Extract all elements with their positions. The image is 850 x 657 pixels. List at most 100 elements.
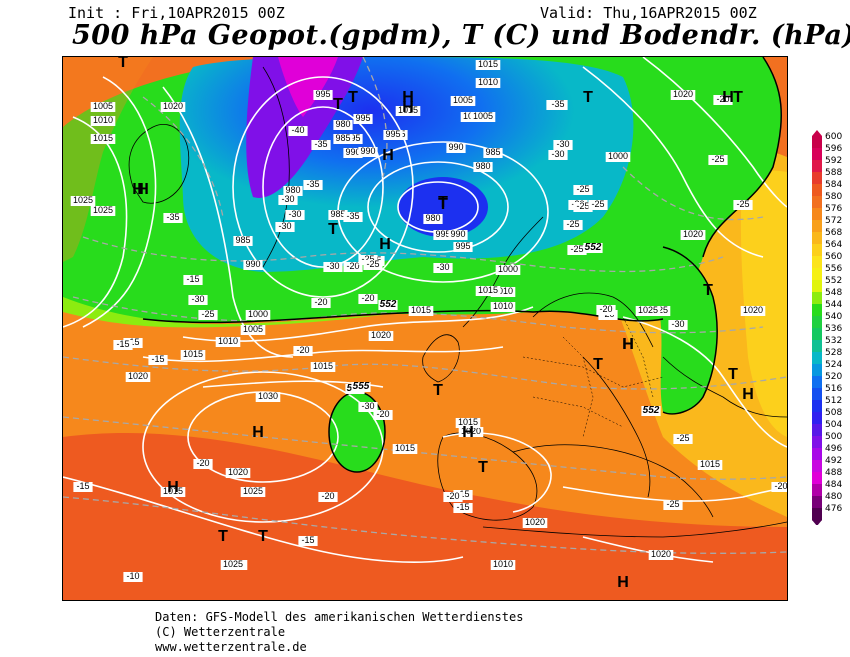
low-pressure-marker-text: T	[258, 528, 268, 545]
pressure-label: 1015	[475, 285, 501, 296]
colorbar-level-label: 584	[825, 180, 842, 190]
pressure-label-text: 1005	[473, 111, 493, 121]
colorbar-level-label: 520	[825, 372, 842, 382]
colorbar-level-label: 596	[825, 144, 842, 154]
pressure-label: 1020	[680, 229, 706, 240]
pressure-label-bg	[180, 350, 206, 360]
temperature-label: -15	[183, 274, 203, 285]
pressure-label-bg	[490, 560, 516, 570]
temperature-label-bg	[275, 222, 295, 232]
temperature-label-text: -20	[774, 481, 787, 491]
pressure-label: 1010	[475, 77, 501, 88]
high-pressure-marker-text: H	[382, 147, 394, 164]
colorbar-level-label: 580	[825, 192, 842, 202]
high-pressure-marker-text: H	[167, 479, 179, 496]
pressure-label: 995	[433, 229, 453, 240]
pressure-label: 1005	[240, 324, 266, 335]
pressure-label-bg	[220, 560, 246, 570]
high-pressure-marker: H	[722, 89, 734, 106]
pressure-label-bg	[125, 372, 151, 382]
pressure-label-bg	[473, 162, 493, 172]
colorbar-level-label: 576	[825, 204, 842, 214]
pressure-label-bg	[333, 134, 353, 144]
low-pressure-marker: T	[258, 528, 268, 545]
temperature-label-bg	[188, 295, 208, 305]
temperature-label-text: -15	[126, 337, 139, 347]
temperature-label: -25	[708, 154, 728, 165]
low-pressure-marker-text: T	[218, 528, 228, 545]
temperature-label-text: -35	[306, 179, 319, 189]
pressure-label-bg	[697, 460, 723, 470]
pressure-label: 985	[483, 147, 503, 158]
temperature-label-text: -30	[361, 401, 374, 411]
pressure-label: 1010	[215, 336, 241, 347]
temperature-label-text: -30	[551, 149, 564, 159]
geopotential-label-bg	[378, 300, 398, 310]
colorbar-swatch	[812, 208, 822, 221]
pressure-label: 1015	[455, 417, 481, 428]
pressure-label: 1015	[160, 486, 186, 497]
pressure-label-bg	[343, 134, 363, 144]
geopotential-label: 552	[378, 299, 398, 310]
temperature-label-text: -25	[711, 154, 724, 164]
temperature-label-bg	[358, 402, 378, 412]
temperature-label: -20	[193, 458, 213, 469]
pressure-label: 1025	[220, 559, 246, 570]
high-pressure-marker: H	[622, 336, 634, 353]
pressure-label: 1020	[225, 467, 251, 478]
temperature-label: -15	[453, 502, 473, 513]
pressure-label-bg	[160, 102, 186, 112]
colorbar-swatch	[812, 508, 822, 521]
colorbar-level-label: 588	[825, 168, 842, 178]
temperature-label-text: -30	[278, 221, 291, 231]
pressure-label-bg	[383, 130, 403, 140]
colorbar-level-label: 516	[825, 384, 842, 394]
colorbar-swatch	[812, 352, 822, 365]
temperature-label-bg	[673, 434, 693, 444]
temperature-label-bg	[548, 150, 568, 160]
colorbar-legend: 600 596 592 588 584 580 576 572 568 564 560 556 552 5…	[812, 130, 842, 525]
temperature-label-bg	[198, 310, 218, 320]
colorbar-swatch	[812, 316, 822, 329]
pressure-label-bg	[225, 468, 251, 478]
temperature-label: -30	[275, 221, 295, 232]
pressure-label: 1010	[490, 559, 516, 570]
temperature-label-text: -15	[186, 274, 199, 284]
pressure-label: 1005	[90, 101, 116, 112]
temperature-label: -35	[343, 211, 363, 222]
temperature-label-bg	[443, 492, 463, 502]
pressure-label: 1020	[458, 426, 484, 437]
temperature-label-bg	[363, 260, 383, 270]
temperature-label: -30	[285, 209, 305, 220]
pressure-label: 1010	[490, 301, 516, 312]
pressure-label-text: 1015	[163, 486, 183, 496]
colorbar-swatch	[812, 496, 822, 509]
pressure-label-text: 1015	[183, 349, 203, 359]
colorbar-level-label: 540	[825, 312, 842, 322]
pressure-label-text: 980	[285, 185, 300, 195]
pressure-label-text: 995	[355, 113, 370, 123]
pressure-label: 1025	[635, 305, 661, 316]
pressure-label: 990	[358, 146, 378, 157]
temperature-label-text: -25	[566, 219, 579, 229]
pressure-label-bg	[343, 148, 363, 158]
pressure-label: 985	[233, 235, 253, 246]
low-pressure-marker-text: T	[728, 366, 738, 383]
low-pressure-marker-text: T	[348, 89, 358, 106]
low-pressure-marker: T	[348, 89, 358, 106]
pressure-label: 985	[328, 209, 348, 220]
pressure-label: 1000	[605, 151, 631, 162]
pressure-label-text: 995	[455, 241, 470, 251]
high-pressure-marker-text: H	[402, 89, 414, 106]
pressure-label-text: 980	[335, 119, 350, 129]
colorbar-level-label: 560	[825, 252, 842, 262]
pressure-label-bg	[333, 120, 353, 130]
colorbar-level-label: 592	[825, 156, 842, 166]
pressure-label-text: 1015	[395, 443, 415, 453]
colorbar-level-label: 572	[825, 216, 842, 226]
pressure-label-bg	[458, 427, 484, 437]
low-pressure-marker-text: T	[583, 89, 593, 106]
pressure-label: 1000	[245, 309, 271, 320]
temperature-label: -20	[358, 293, 378, 304]
pressure-label-bg	[475, 60, 501, 70]
